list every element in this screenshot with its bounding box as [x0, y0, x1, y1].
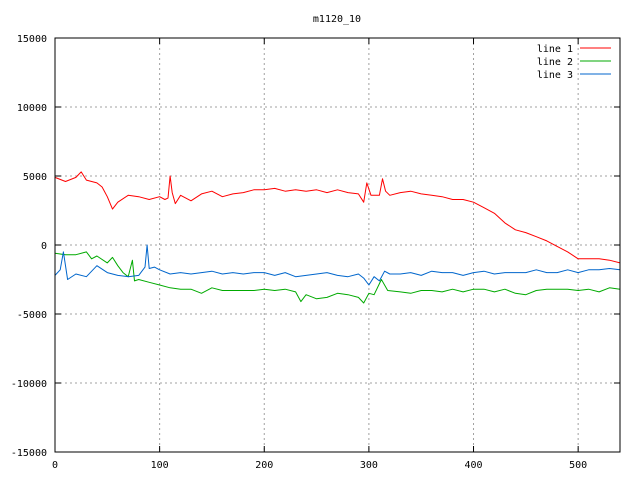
legend-label-3: line 3 [537, 70, 573, 81]
x-tick-label: 500 [569, 460, 587, 471]
legend: line 1 line 2 line 3 [537, 44, 611, 81]
series-line-3 [54, 244, 621, 286]
x-tick-label: 100 [151, 460, 169, 471]
legend-label-1: line 1 [537, 44, 573, 55]
y-tick-label: 5000 [23, 172, 47, 183]
x-tick-label: 200 [255, 460, 273, 471]
y-tick-label: -5000 [17, 310, 47, 321]
y-tick-label: 0 [41, 241, 47, 252]
series-line-1 [54, 171, 621, 264]
y-tick-label: -10000 [11, 379, 47, 390]
y-tick-label: 15000 [17, 34, 47, 45]
grid [55, 38, 620, 452]
legend-label-2: line 2 [537, 57, 573, 68]
chart-title: m1120_10 [313, 14, 361, 25]
ticks: 0 100 200 300 400 500 -15000 -10000 -5000 0 5000 10… [11, 34, 620, 471]
series-line-2 [54, 251, 621, 304]
y-tick-label: 10000 [17, 103, 47, 114]
x-tick-label: 400 [464, 460, 482, 471]
series-layer [54, 171, 621, 304]
x-tick-label: 0 [52, 460, 58, 471]
x-tick-label: 300 [360, 460, 378, 471]
y-tick-label: -15000 [11, 448, 47, 459]
